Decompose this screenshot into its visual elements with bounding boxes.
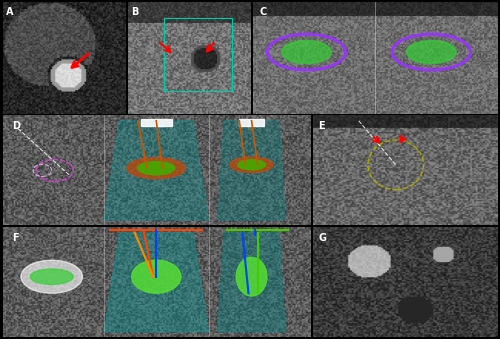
Text: G: G (318, 233, 326, 243)
Circle shape (30, 269, 73, 284)
Text: A: A (6, 7, 14, 17)
Bar (164, 18, 232, 91)
Circle shape (407, 41, 456, 63)
Text: C: C (260, 7, 267, 17)
Text: F: F (12, 233, 18, 243)
Circle shape (282, 41, 331, 63)
Text: E: E (318, 121, 324, 131)
Circle shape (127, 158, 186, 179)
Polygon shape (218, 233, 286, 332)
Polygon shape (218, 121, 286, 220)
Ellipse shape (132, 260, 181, 293)
Ellipse shape (236, 257, 267, 296)
Polygon shape (104, 233, 208, 332)
Bar (141, 119, 172, 126)
Text: D: D (12, 121, 20, 131)
Text: B: B (131, 7, 138, 17)
Bar (240, 119, 264, 126)
Circle shape (238, 160, 266, 170)
Circle shape (138, 161, 174, 175)
Ellipse shape (21, 260, 82, 293)
Polygon shape (104, 121, 208, 220)
Circle shape (230, 157, 273, 173)
